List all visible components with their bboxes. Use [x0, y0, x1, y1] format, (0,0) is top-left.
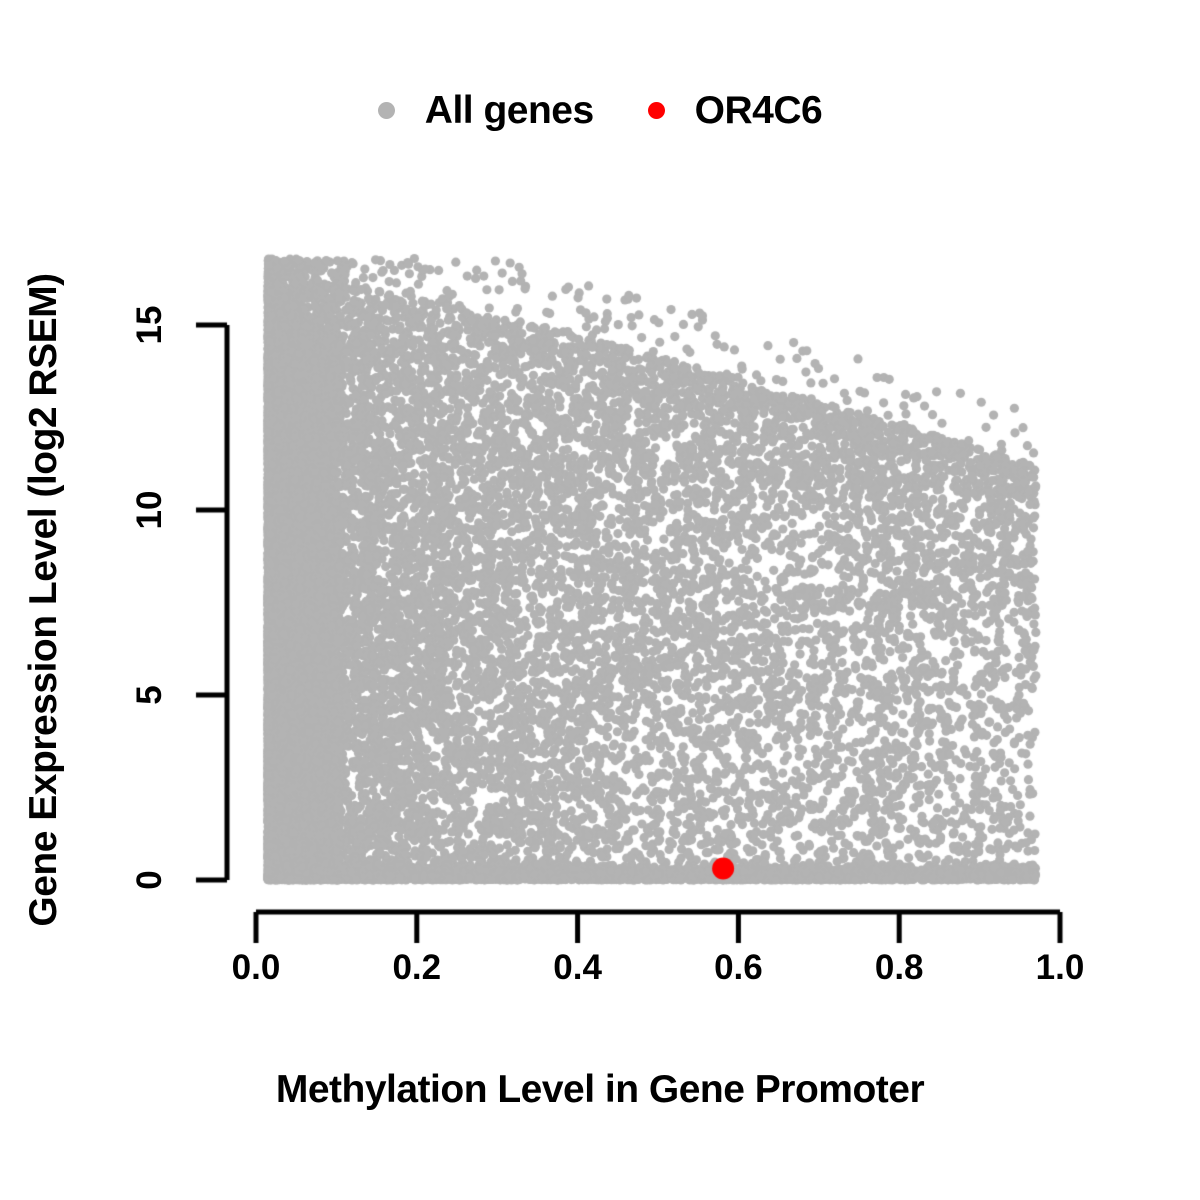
legend-item-or4c6: OR4C6 — [647, 88, 823, 132]
y-tick-label: 5 — [130, 685, 169, 705]
legend: All genes OR4C6 — [0, 82, 1200, 138]
x-tick-label: 0.0 — [231, 948, 281, 987]
legend-item-all-genes: All genes — [377, 88, 594, 132]
x-tick-label: 0.2 — [392, 948, 442, 987]
x-tick-label: 0.8 — [874, 948, 924, 987]
legend-marker-all-genes — [377, 101, 395, 119]
x-tick-label: 0.4 — [553, 948, 602, 987]
legend-marker-or4c6 — [647, 101, 665, 119]
legend-label-all-genes: All genes — [424, 88, 594, 132]
y-tick-label: 0 — [130, 870, 169, 890]
x-axis-title: Methylation Level in Gene Promoter — [275, 1068, 925, 1111]
y-tick-label: 15 — [130, 305, 169, 345]
y-tick-label: 10 — [130, 490, 169, 530]
x-tick-label: 1.0 — [1035, 948, 1085, 987]
legend-label-or4c6: OR4C6 — [694, 88, 823, 132]
x-tick-label: 0.6 — [714, 948, 763, 987]
